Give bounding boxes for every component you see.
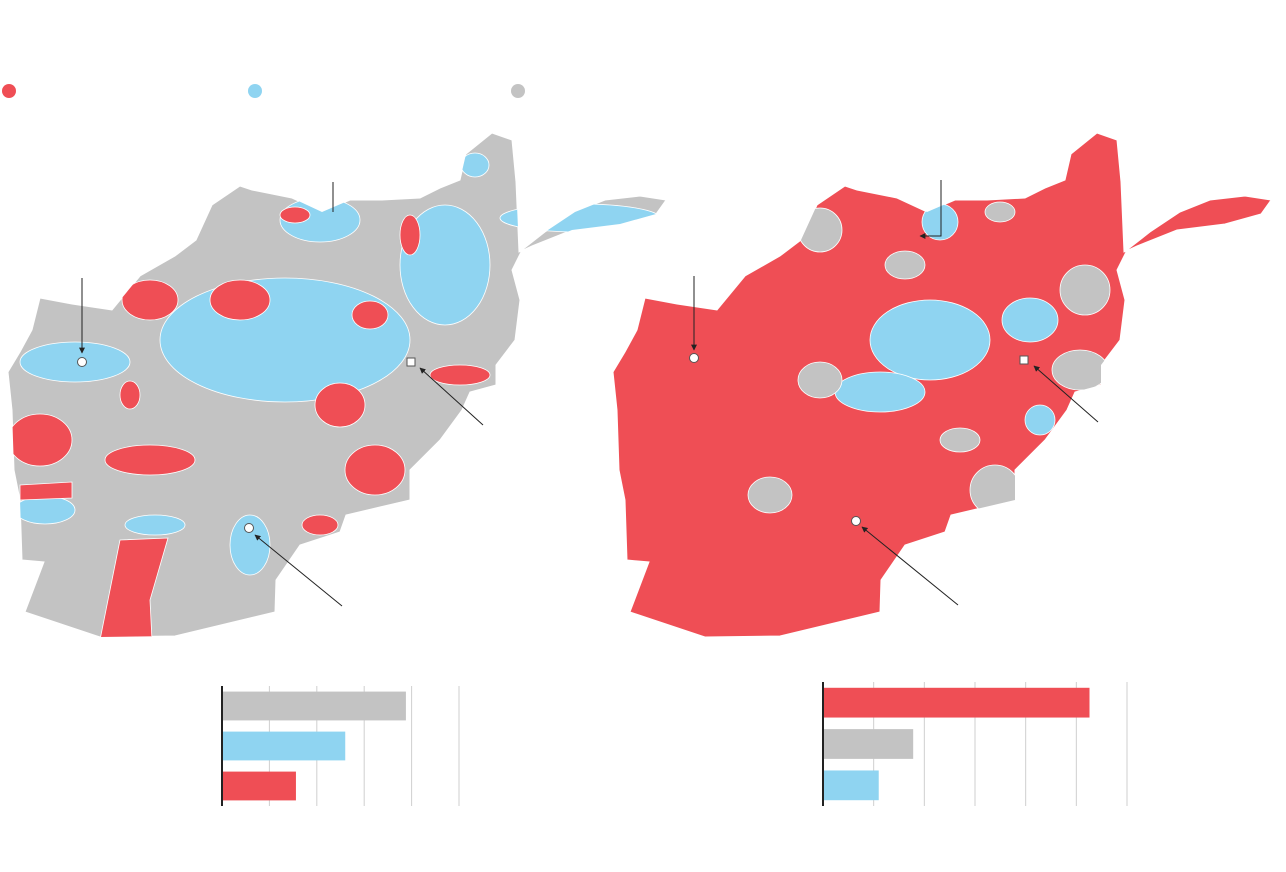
capital-marker — [406, 357, 416, 367]
legend-marker — [511, 84, 525, 98]
bar — [823, 687, 1090, 718]
leader-line — [1033, 365, 1099, 423]
bar — [222, 771, 296, 801]
bar — [222, 731, 346, 761]
bar — [222, 691, 406, 721]
legend-marker — [2, 84, 16, 98]
city-marker — [244, 523, 254, 533]
leader-line — [861, 526, 959, 606]
legend-marker — [248, 84, 262, 98]
map-before — [7, 132, 667, 638]
districts — [747, 201, 1111, 516]
leader-line — [919, 180, 942, 239]
city-marker — [851, 516, 861, 526]
bar — [823, 770, 879, 801]
capital-marker — [1019, 355, 1029, 365]
leader-line — [254, 534, 343, 607]
bar — [823, 729, 914, 759]
map-after — [612, 132, 1272, 638]
city-marker — [689, 353, 699, 363]
leader-line — [419, 367, 484, 426]
districts — [8, 152, 661, 637]
city-marker — [77, 357, 87, 367]
